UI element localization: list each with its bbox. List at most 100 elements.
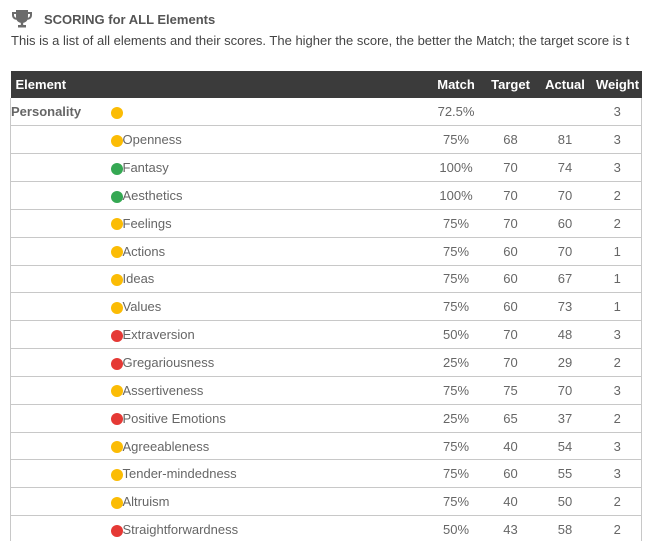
table-row[interactable]: Personality 72.5% 3 xyxy=(10,98,643,127)
match-value: 75% xyxy=(427,209,485,238)
actual-value: 60 xyxy=(536,209,594,238)
match-value: 50% xyxy=(427,515,485,541)
indent-cell xyxy=(10,153,111,183)
actual-value: 73 xyxy=(536,292,594,322)
weight-value: 1 xyxy=(593,265,643,294)
indent-cell xyxy=(10,459,111,489)
status-red-dot-icon xyxy=(110,413,123,426)
element-name: Straightforwardness xyxy=(122,515,428,541)
indent-cell xyxy=(10,515,111,541)
target-value: 75 xyxy=(484,376,537,405)
weight-value: 3 xyxy=(593,459,643,489)
weight-value: 2 xyxy=(593,348,643,377)
status-cell xyxy=(110,153,123,183)
table-row[interactable]: Actions 75% 60 70 1 xyxy=(10,237,643,266)
table-row[interactable]: Altruism 75% 40 50 2 xyxy=(10,487,643,517)
weight-value: 1 xyxy=(593,237,643,266)
match-value: 75% xyxy=(427,459,485,489)
column-header-target[interactable]: Target xyxy=(484,71,537,98)
status-yellow-dot-icon xyxy=(110,134,123,147)
table-row[interactable]: Positive Emotions 25% 65 37 2 xyxy=(10,404,643,433)
element-name: Actions xyxy=(122,237,428,266)
match-value: 75% xyxy=(427,292,485,322)
element-name: Assertiveness xyxy=(122,376,428,405)
match-value: 100% xyxy=(427,181,485,210)
table-row[interactable]: Aesthetics 100% 70 70 2 xyxy=(10,181,643,210)
actual-value: 29 xyxy=(536,348,594,377)
target-value: 70 xyxy=(484,348,537,377)
actual-value: 70 xyxy=(536,376,594,405)
table-row[interactable]: Values 75% 60 73 1 xyxy=(10,292,643,322)
target-value: 40 xyxy=(484,432,537,461)
column-header-actual[interactable]: Actual xyxy=(536,71,594,98)
weight-value: 3 xyxy=(593,98,643,127)
element-name: Aesthetics xyxy=(122,181,428,210)
weight-value: 2 xyxy=(593,209,643,238)
page-title: SCORING for ALL Elements xyxy=(44,11,216,27)
actual-value: 58 xyxy=(536,515,594,541)
status-red-dot-icon xyxy=(110,524,123,537)
table-row[interactable]: Ideas 75% 60 67 1 xyxy=(10,265,643,294)
table-row[interactable]: Gregariousness 25% 70 29 2 xyxy=(10,348,643,377)
status-cell xyxy=(110,320,123,350)
indent-cell xyxy=(10,432,111,461)
match-value: 75% xyxy=(427,432,485,461)
indent-cell xyxy=(10,376,111,405)
status-yellow-dot-icon xyxy=(110,301,123,314)
status-yellow-dot-icon xyxy=(110,496,123,509)
match-value: 25% xyxy=(427,348,485,377)
weight-value: 2 xyxy=(593,181,643,210)
table-row[interactable]: Openness 75% 68 81 3 xyxy=(10,125,643,155)
target-value: 70 xyxy=(484,181,537,210)
status-red-dot-icon xyxy=(110,329,123,342)
status-yellow-dot-icon xyxy=(110,246,123,259)
table-row[interactable]: Feelings 75% 70 60 2 xyxy=(10,209,643,238)
status-cell xyxy=(110,376,123,405)
status-cell xyxy=(110,181,123,210)
match-value: 100% xyxy=(427,153,485,183)
target-value xyxy=(484,98,537,127)
title-row: SCORING for ALL Elements xyxy=(11,8,645,30)
column-header-weight[interactable]: Weight xyxy=(593,71,642,98)
target-value: 65 xyxy=(484,404,537,433)
actual-value: 67 xyxy=(536,265,594,294)
element-name: Personality xyxy=(10,98,111,127)
status-cell xyxy=(110,98,123,127)
table-row[interactable]: Extraversion 50% 70 48 3 xyxy=(10,320,643,350)
target-value: 60 xyxy=(484,265,537,294)
indent-cell xyxy=(10,487,111,517)
element-name: Fantasy xyxy=(122,153,428,183)
status-cell xyxy=(110,209,123,238)
table-row[interactable]: Assertiveness 75% 75 70 3 xyxy=(10,376,643,405)
column-header-element[interactable]: Element xyxy=(10,71,428,98)
weight-value: 3 xyxy=(593,125,643,155)
indent-cell xyxy=(10,404,111,433)
actual-value: 48 xyxy=(536,320,594,350)
target-value: 70 xyxy=(484,209,537,238)
status-red-dot-icon xyxy=(110,357,123,370)
status-cell xyxy=(110,487,123,517)
target-value: 60 xyxy=(484,459,537,489)
actual-value: 50 xyxy=(536,487,594,517)
actual-value: 70 xyxy=(536,237,594,266)
trophy-icon xyxy=(12,10,32,28)
match-value: 75% xyxy=(427,237,485,266)
column-header-match[interactable]: Match xyxy=(427,71,485,98)
table-row[interactable]: Agreeableness 75% 40 54 3 xyxy=(10,432,643,461)
actual-value: 81 xyxy=(536,125,594,155)
indent-cell xyxy=(10,348,111,377)
table-row[interactable]: Straightforwardness 50% 43 58 2 xyxy=(10,515,643,541)
status-cell xyxy=(110,237,123,266)
table-row[interactable]: Fantasy 100% 70 74 3 xyxy=(10,153,643,183)
indent-cell xyxy=(10,292,111,322)
table-row[interactable]: Tender-mindedness 75% 60 55 3 xyxy=(10,459,643,489)
spacer-cell xyxy=(122,98,428,127)
element-name: Agreeableness xyxy=(122,432,428,461)
status-yellow-dot-icon xyxy=(110,441,123,454)
match-value: 75% xyxy=(427,125,485,155)
actual-value: 55 xyxy=(536,459,594,489)
target-value: 68 xyxy=(484,125,537,155)
indent-cell xyxy=(10,237,111,266)
element-name: Positive Emotions xyxy=(122,404,428,433)
weight-value: 3 xyxy=(593,153,643,183)
